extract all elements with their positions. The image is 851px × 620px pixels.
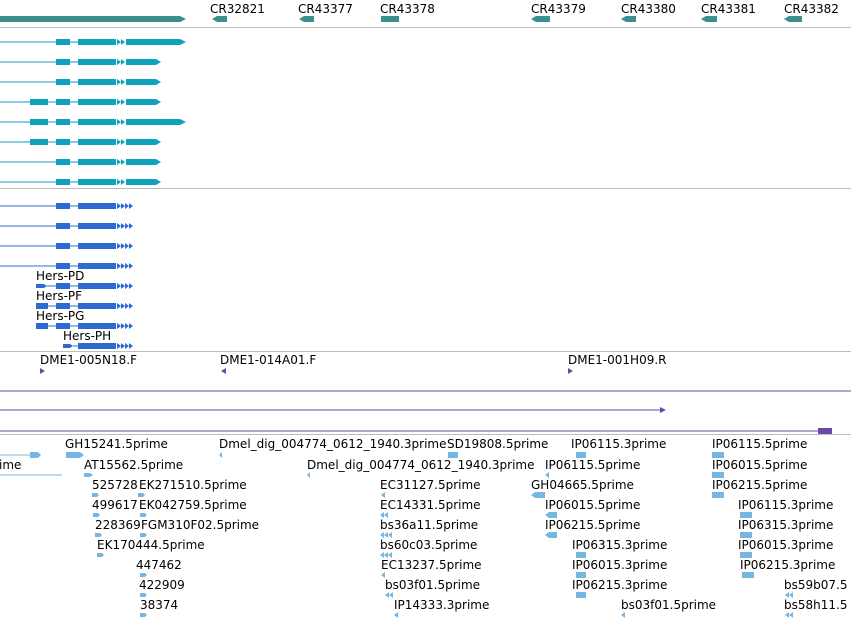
est-label[interactable]: bs58h11.5 (784, 598, 848, 612)
transcript-model[interactable] (0, 203, 133, 209)
ncrna-glyphs (0, 16, 802, 22)
est-track: ime GH15241.5prime AT15562.5prime 525728… (0, 435, 851, 620)
est-label[interactable]: EK170444.5prime (97, 538, 205, 552)
clone-end-marker[interactable] (40, 368, 45, 374)
est-label[interactable]: 499617 (92, 498, 138, 512)
ncrna-label[interactable]: CR43377 (298, 2, 353, 16)
est-label[interactable]: 228369 (95, 518, 141, 532)
transcript-model[interactable] (0, 179, 161, 185)
transcript-glyphs-hers (0, 203, 133, 349)
clone-end-marker[interactable] (221, 368, 226, 374)
est-label[interactable]: FGM310F02.5prime (141, 518, 260, 532)
clone-label[interactable]: DME1-001H09.R (568, 353, 667, 367)
clone-track: DME1-005N18.F DME1-014A01.F DME1-001H09.… (0, 352, 851, 434)
clone-label[interactable]: DME1-014A01.F (220, 353, 317, 367)
transcript-model-hers-ph[interactable] (63, 343, 133, 349)
transcript-model[interactable] (0, 119, 186, 125)
ncrna-feature[interactable] (621, 16, 636, 22)
clone-end-marker[interactable] (568, 368, 573, 374)
est-label[interactable]: IP06015.5prime (545, 498, 641, 512)
transcript-model[interactable] (0, 39, 186, 45)
est-label[interactable]: GH15241.5prime (65, 437, 168, 451)
ncrna-feature[interactable] (381, 16, 399, 22)
transcript-label[interactable]: Hers-PH (63, 329, 112, 343)
est-label[interactable]: 447462 (136, 558, 182, 572)
track-divider (0, 434, 851, 435)
transcript-model[interactable] (0, 223, 133, 229)
transcript-model[interactable] (0, 59, 161, 65)
est-glyphs (0, 452, 793, 618)
est-label[interactable]: AT15562.5prime (84, 458, 184, 472)
est-label[interactable]: IP06215.3prime (572, 578, 668, 592)
est-label[interactable]: bs03f01.5prime (385, 578, 481, 592)
est-label[interactable]: EC14331.5prime (380, 498, 481, 512)
ncrna-label[interactable]: CR43379 (531, 2, 586, 16)
est-label[interactable]: bs60c03.5prime (380, 538, 478, 552)
track-divider (0, 188, 851, 189)
ncrna-long-feature[interactable] (0, 16, 186, 22)
est-label[interactable]: bs59b07.5 (784, 578, 848, 592)
est-label[interactable]: IP06215.5prime (545, 518, 641, 532)
est-label[interactable]: EC13237.5prime (381, 558, 482, 572)
ncrna-feature[interactable] (531, 16, 550, 22)
est-label[interactable]: IP06015.3prime (738, 538, 834, 552)
est-label[interactable]: IP06215.5prime (712, 478, 808, 492)
transcript-model[interactable] (0, 243, 133, 249)
est-label[interactable]: 422909 (139, 578, 185, 592)
transcript-model[interactable] (0, 79, 161, 85)
est-label[interactable]: 525728 (92, 478, 138, 492)
ncrna-label[interactable]: CR43380 (621, 2, 676, 16)
est-label[interactable]: EC31127.5prime (380, 478, 481, 492)
ncrna-label[interactable]: CR43381 (701, 2, 756, 16)
est-label[interactable]: IP06115.3prime (738, 498, 834, 512)
transcript-label[interactable]: Hers-PD (36, 269, 85, 283)
ncrna-track: CR32821 CR43377 CR43378 CR43379 CR43380 … (0, 0, 851, 27)
transcript-model-hers-pd[interactable] (36, 283, 133, 289)
est-label[interactable]: SD19808.5prime (447, 437, 549, 451)
transcript-model[interactable] (0, 159, 161, 165)
est-label[interactable]: 38374 (140, 598, 179, 612)
transcript-track-hers: Hers-PD Hers-PF Hers-PG Hers-PH (0, 189, 851, 351)
transcript-track-cyan (0, 28, 851, 188)
transcript-glyphs-cyan (0, 39, 186, 185)
ncrna-feature[interactable] (212, 16, 227, 22)
est-label[interactable]: Dmel_dig_004774_0612_1940.3prime (307, 458, 535, 472)
clone-glyphs (0, 368, 851, 434)
transcript-model-hers-pf[interactable] (36, 303, 133, 309)
transcript-model[interactable] (0, 99, 161, 105)
ncrna-label[interactable]: CR43378 (380, 2, 435, 16)
ncrna-feature[interactable] (784, 16, 802, 22)
transcript-model[interactable] (0, 263, 133, 269)
transcript-label[interactable]: Hers-PG (36, 309, 85, 323)
est-label[interactable]: IP06315.3prime (572, 538, 668, 552)
transcript-model-hers-pg[interactable] (36, 323, 133, 329)
est-label[interactable]: ime (0, 458, 22, 472)
ncrna-label[interactable]: CR43382 (784, 2, 839, 16)
est-label[interactable]: Dmel_dig_004774_0612_1940.3prime (219, 437, 447, 451)
est-label[interactable]: IP14333.3prime (394, 598, 490, 612)
est-label[interactable]: IP06115.5prime (712, 437, 808, 451)
est-label[interactable]: IP06215.3prime (740, 558, 836, 572)
est-label[interactable]: IP06115.3prime (571, 437, 667, 451)
est-label[interactable]: EK271510.5prime (139, 478, 247, 492)
est-label[interactable]: IP06115.5prime (545, 458, 641, 472)
transcript-label[interactable]: Hers-PF (36, 289, 83, 303)
est-label[interactable]: GH04665.5prime (531, 478, 634, 492)
track-divider (0, 351, 851, 352)
ncrna-label[interactable]: CR32821 (210, 2, 265, 16)
est-label[interactable]: IP06315.3prime (738, 518, 834, 532)
track-divider (0, 27, 851, 28)
est-label[interactable]: EK042759.5prime (139, 498, 247, 512)
est-label[interactable]: IP06015.5prime (712, 458, 808, 472)
ncrna-feature[interactable] (299, 16, 314, 22)
clone-label[interactable]: DME1-005N18.F (40, 353, 138, 367)
transcript-model[interactable] (0, 139, 161, 145)
est-label[interactable]: bs36a11.5prime (380, 518, 479, 532)
est-label[interactable]: IP06015.3prime (572, 558, 668, 572)
ncrna-feature[interactable] (701, 16, 717, 22)
est-label[interactable]: bs03f01.5prime (621, 598, 717, 612)
